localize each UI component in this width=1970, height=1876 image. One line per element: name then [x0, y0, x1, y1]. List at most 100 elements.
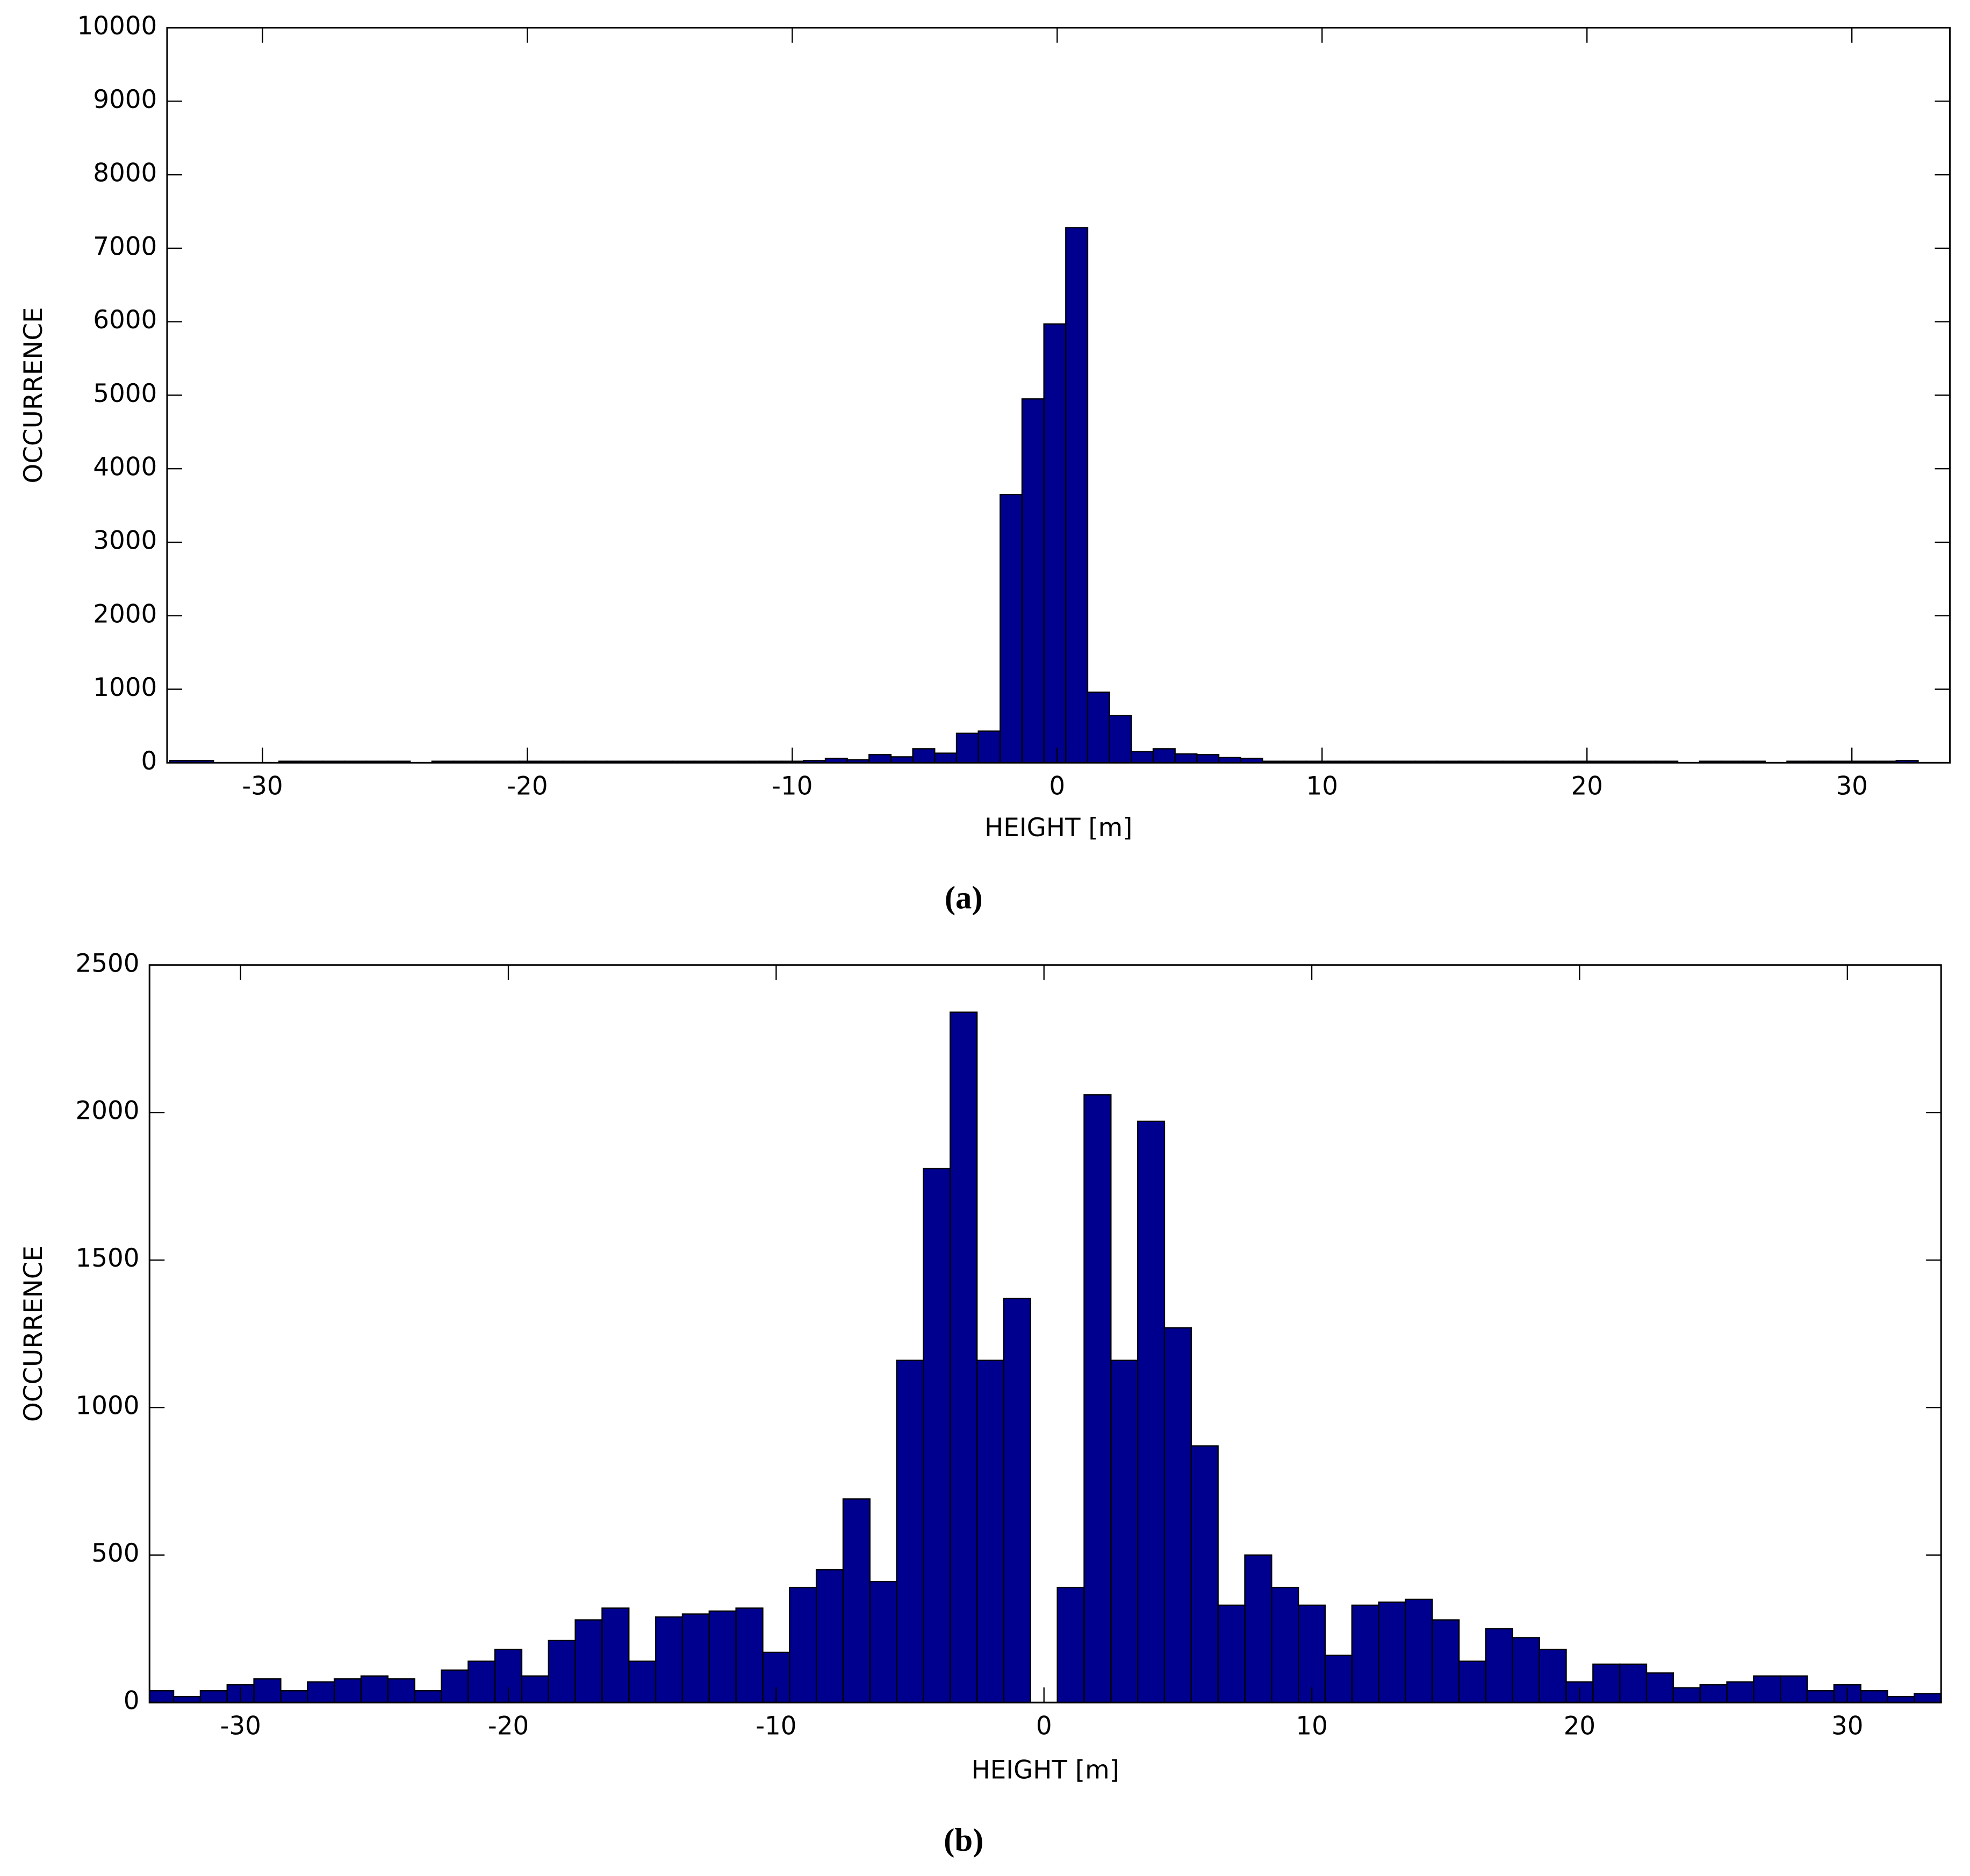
bar [789, 1586, 817, 1703]
bar [869, 1580, 897, 1703]
y-tick-label: 2000 [76, 1097, 140, 1126]
bar [199, 1690, 228, 1703]
bar [1003, 1297, 1031, 1703]
bar [868, 754, 892, 763]
bar [1351, 1604, 1379, 1703]
bar [1699, 1684, 1728, 1703]
bar [149, 1690, 175, 1703]
bar [1196, 754, 1220, 763]
bar [628, 1661, 657, 1703]
x-tick-label: 20 [1571, 772, 1603, 801]
bar [890, 756, 914, 763]
bar [1592, 1663, 1621, 1703]
bar [1753, 1675, 1781, 1703]
y-tick-label: 5000 [93, 379, 157, 408]
bar [1806, 1690, 1835, 1703]
bar [1110, 1360, 1139, 1703]
bar [280, 1690, 308, 1703]
bar [1324, 1655, 1353, 1703]
y-axis-label: OCCURRENCE [19, 1246, 48, 1422]
x-tick-label: -30 [220, 1712, 261, 1741]
bar [253, 1678, 282, 1703]
plot-frame [148, 964, 1942, 1704]
bar [1137, 1120, 1166, 1703]
y-tick-label: 1000 [93, 673, 157, 702]
bar [1887, 1696, 1915, 1703]
bar [1131, 751, 1154, 763]
x-tick-label: 30 [1831, 1712, 1864, 1741]
bar [1021, 398, 1045, 763]
bar [360, 1675, 389, 1703]
bar [1087, 691, 1110, 763]
y-tick-label: 2000 [93, 600, 157, 629]
bar [735, 1607, 764, 1703]
bar [950, 1011, 978, 1703]
y-tick-label: 6000 [93, 306, 157, 335]
y-tick-label: 1000 [76, 1392, 140, 1421]
y-tick-label: 1500 [76, 1244, 140, 1273]
bar [1405, 1598, 1433, 1703]
bar [1083, 1094, 1112, 1703]
bar [1065, 227, 1089, 763]
bar [468, 1661, 496, 1703]
bar [414, 1690, 442, 1703]
bar [1109, 715, 1132, 763]
bar [923, 1168, 951, 1703]
bar [655, 1616, 684, 1703]
y-tick-label: 4000 [93, 453, 157, 482]
x-axis-label: HEIGHT [m] [984, 814, 1132, 843]
bars [149, 1011, 1942, 1703]
bar [441, 1669, 469, 1703]
bar [1271, 1586, 1299, 1703]
y-tick-label: 7000 [93, 232, 157, 261]
x-tick-label: 30 [1836, 772, 1868, 801]
x-tick-label: -10 [772, 772, 813, 801]
x-tick-label: 0 [1036, 1712, 1052, 1741]
bar [1860, 1690, 1888, 1703]
bar [1056, 1586, 1085, 1703]
bar [521, 1675, 549, 1703]
bar [976, 1360, 1005, 1703]
x-axis-label: HEIGHT [m] [972, 1756, 1119, 1785]
bar [307, 1681, 335, 1703]
x-tick-label: 20 [1564, 1712, 1596, 1741]
bar [601, 1607, 630, 1703]
bar [1538, 1649, 1567, 1703]
bar [548, 1640, 576, 1703]
x-tick-label: -30 [242, 772, 283, 801]
y-tick-label: 500 [91, 1539, 139, 1568]
y-tick-label: 8000 [93, 159, 157, 188]
bar [1152, 748, 1176, 763]
bar [1458, 1661, 1487, 1703]
bar [1174, 753, 1198, 763]
y-tick-label: 0 [141, 747, 157, 776]
bar [1432, 1619, 1460, 1703]
bar [977, 730, 1001, 763]
bar [1378, 1601, 1406, 1703]
bar [1645, 1672, 1674, 1703]
chart: -30 -20 -10 0 10 20 30 0 500 1000 1500 2000 2500 HEIG… [19, 949, 1942, 1858]
bar [1190, 1445, 1219, 1703]
bar [955, 732, 979, 763]
y-axis-label: OCCURRENCE [19, 307, 48, 483]
bar [387, 1678, 415, 1703]
bar [1512, 1637, 1540, 1703]
bar [934, 752, 958, 763]
y-tick-label: 10000 [77, 12, 157, 41]
bar [333, 1678, 362, 1703]
y-tick-label: 3000 [93, 527, 157, 556]
x-tick-label: -10 [756, 1712, 796, 1741]
bar [912, 748, 936, 763]
x-tick-label: 10 [1296, 1712, 1328, 1741]
bar [1780, 1675, 1808, 1703]
bar [1726, 1681, 1755, 1703]
y-tick-label: 0 [124, 1687, 140, 1716]
y-tick-label: 2500 [76, 949, 140, 978]
bar [842, 1498, 871, 1703]
x-tick-label: -20 [488, 1712, 529, 1741]
bar [574, 1619, 603, 1703]
bar [1914, 1693, 1942, 1703]
chart: -30 -20 -10 0 10 20 30 0 1000 2000 3000 4000 5000 600… [19, 12, 1951, 916]
